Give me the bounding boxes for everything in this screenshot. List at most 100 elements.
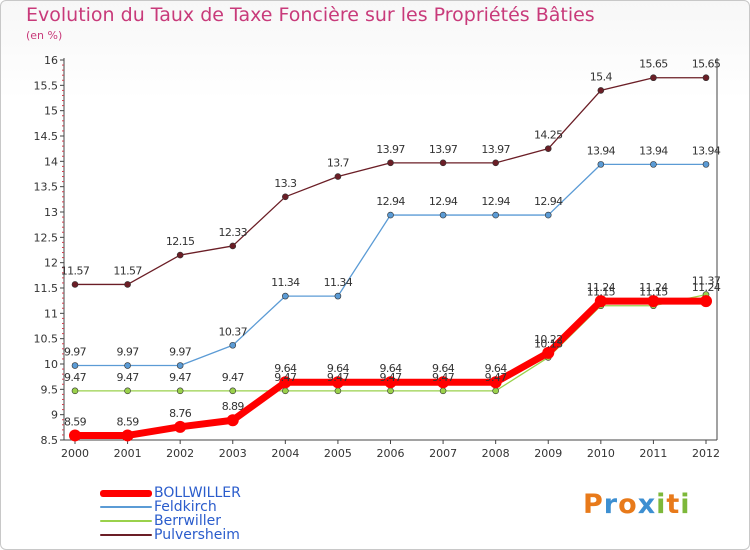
y-tick-label: 14 <box>44 155 58 168</box>
y-tick-label: 11.5 <box>34 282 59 295</box>
data-label-berrwiller: 9.47 <box>117 371 140 384</box>
data-point-bollwiller <box>489 376 502 389</box>
data-label-bollwiller: 8.59 <box>64 415 87 428</box>
data-point-feldkirch <box>282 292 289 300</box>
data-point-pulversheim <box>439 159 447 167</box>
data-point-feldkirch <box>229 341 237 349</box>
data-point-feldkirch <box>492 211 499 219</box>
data-label-berrwiller: 11.15 <box>639 286 668 299</box>
data-point-berrwiller <box>124 387 131 395</box>
data-label-feldkirch: 12.94 <box>376 195 405 208</box>
legend-swatch-bollwiller <box>100 489 152 497</box>
data-label-feldkirch: 9.97 <box>117 346 140 359</box>
data-label-feldkirch: 11.34 <box>271 276 300 289</box>
y-tick-label: 15.5 <box>34 79 59 92</box>
x-tick-label: 2006 <box>377 447 405 460</box>
data-label-bollwiller: 11.24 <box>639 281 668 294</box>
data-label-bollwiller: 9.64 <box>379 362 402 375</box>
data-label-bollwiller: 8.76 <box>169 407 192 420</box>
x-tick-label: 2008 <box>482 447 510 460</box>
chart-title: Evolution du Taux de Taxe Foncière sur l… <box>26 4 595 26</box>
data-label-berrwiller: 9.47 <box>274 371 297 384</box>
data-point-pulversheim <box>334 173 342 180</box>
logo-letter: r <box>603 489 619 520</box>
data-label-berrwiller: 9.47 <box>64 371 87 384</box>
series-line-pulversheim <box>74 77 707 286</box>
data-point-bollwiller <box>121 429 134 442</box>
data-label-feldkirch: 10.37 <box>219 325 248 338</box>
data-labels-layer: 11.57 11.57 12.15 12.33 13.3 13.7 13.97 13.97 13… <box>61 58 722 429</box>
data-label-pulversheim: 12.15 <box>166 235 195 248</box>
y-tick-label: 13.5 <box>34 181 59 194</box>
legend-label-feldkirch: Feldkirch <box>154 499 217 515</box>
series-layer <box>69 74 712 442</box>
data-label-berrwiller: 9.47 <box>432 371 455 384</box>
data-point-feldkirch <box>544 211 552 219</box>
data-point-feldkirch <box>334 292 342 300</box>
x-tick-label: 2012 <box>692 447 720 460</box>
data-label-berrwiller: 11.37 <box>692 275 721 288</box>
logo-letter: i <box>680 489 691 520</box>
data-label-pulversheim: 15.4 <box>590 70 613 83</box>
data-point-pulversheim <box>176 251 184 259</box>
proxiti-logo: Proxiti <box>583 489 691 520</box>
legend-label-berrwiller: Berrwiller <box>154 513 221 529</box>
data-label-pulversheim: 15.65 <box>639 58 668 71</box>
data-label-feldkirch: 12.94 <box>429 195 458 208</box>
y-tick-label: 12.5 <box>34 231 59 244</box>
axes: 8.599.51010.51111.51212.51313.51414.5151… <box>34 54 721 460</box>
data-point-bollwiller <box>384 376 397 389</box>
data-label-pulversheim: 11.57 <box>113 264 142 277</box>
y-tick-label: 15 <box>44 105 58 118</box>
data-label-berrwiller: 10.13 <box>534 337 563 350</box>
data-label-berrwiller: 9.47 <box>485 371 508 384</box>
data-point-pulversheim <box>282 193 289 201</box>
data-point-bollwiller <box>700 295 712 308</box>
data-label-bollwiller: 9.64 <box>274 362 297 375</box>
data-label-pulversheim: 14.25 <box>534 129 563 142</box>
data-label-bollwiller: 9.64 <box>485 362 508 375</box>
logo-letter: o <box>618 489 638 520</box>
data-label-bollwiller: 11.24 <box>587 281 616 294</box>
logo-letter: t <box>666 489 681 520</box>
data-label-pulversheim: 12.33 <box>219 226 248 239</box>
data-label-feldkirch: 9.97 <box>64 346 87 359</box>
x-tick-label: 2005 <box>324 447 352 460</box>
data-point-bollwiller <box>331 376 344 389</box>
y-tick-label: 9.5 <box>41 383 59 396</box>
data-point-bollwiller <box>69 429 81 442</box>
data-point-bollwiller <box>647 295 660 308</box>
logo-letter: x <box>637 489 657 520</box>
data-point-pulversheim <box>597 87 605 94</box>
data-label-pulversheim: 15.65 <box>692 58 721 71</box>
data-point-berrwiller <box>387 387 394 395</box>
x-tick-label: 2007 <box>429 447 457 460</box>
data-label-feldkirch: 13.94 <box>639 144 668 157</box>
legend-swatch-berrwiller <box>100 520 152 522</box>
legend-label-bollwiller: BOLLWILLER <box>154 485 241 501</box>
data-point-berrwiller <box>492 387 499 395</box>
y-tick-label: 8.5 <box>41 434 59 447</box>
data-label-bollwiller: 8.59 <box>117 415 140 428</box>
data-label-feldkirch: 9.97 <box>169 346 192 359</box>
data-point-pulversheim <box>387 159 394 167</box>
data-label-pulversheim: 13.3 <box>274 177 297 190</box>
data-point-bollwiller <box>226 414 239 427</box>
data-point-feldkirch <box>71 362 79 369</box>
data-point-pulversheim <box>650 74 657 82</box>
legend: BOLLWILLER Feldkirch Berrwiller Pulversh… <box>100 486 241 542</box>
data-label-pulversheim: 13.97 <box>481 143 510 156</box>
logo-letter: P <box>583 489 604 520</box>
data-point-bollwiller <box>279 376 292 389</box>
data-label-bollwiller: 10.22 <box>534 333 563 346</box>
legend-swatch-pulversheim <box>100 534 152 536</box>
data-point-berrwiller <box>439 387 447 395</box>
data-point-feldkirch <box>176 362 184 369</box>
data-point-feldkirch <box>702 161 710 168</box>
y-tick-label: 9 <box>51 409 58 422</box>
data-point-pulversheim <box>492 159 499 167</box>
data-label-berrwiller: 9.47 <box>379 371 402 384</box>
x-tick-label: 2001 <box>114 447 142 460</box>
y-tick-label: 11 <box>44 307 58 320</box>
